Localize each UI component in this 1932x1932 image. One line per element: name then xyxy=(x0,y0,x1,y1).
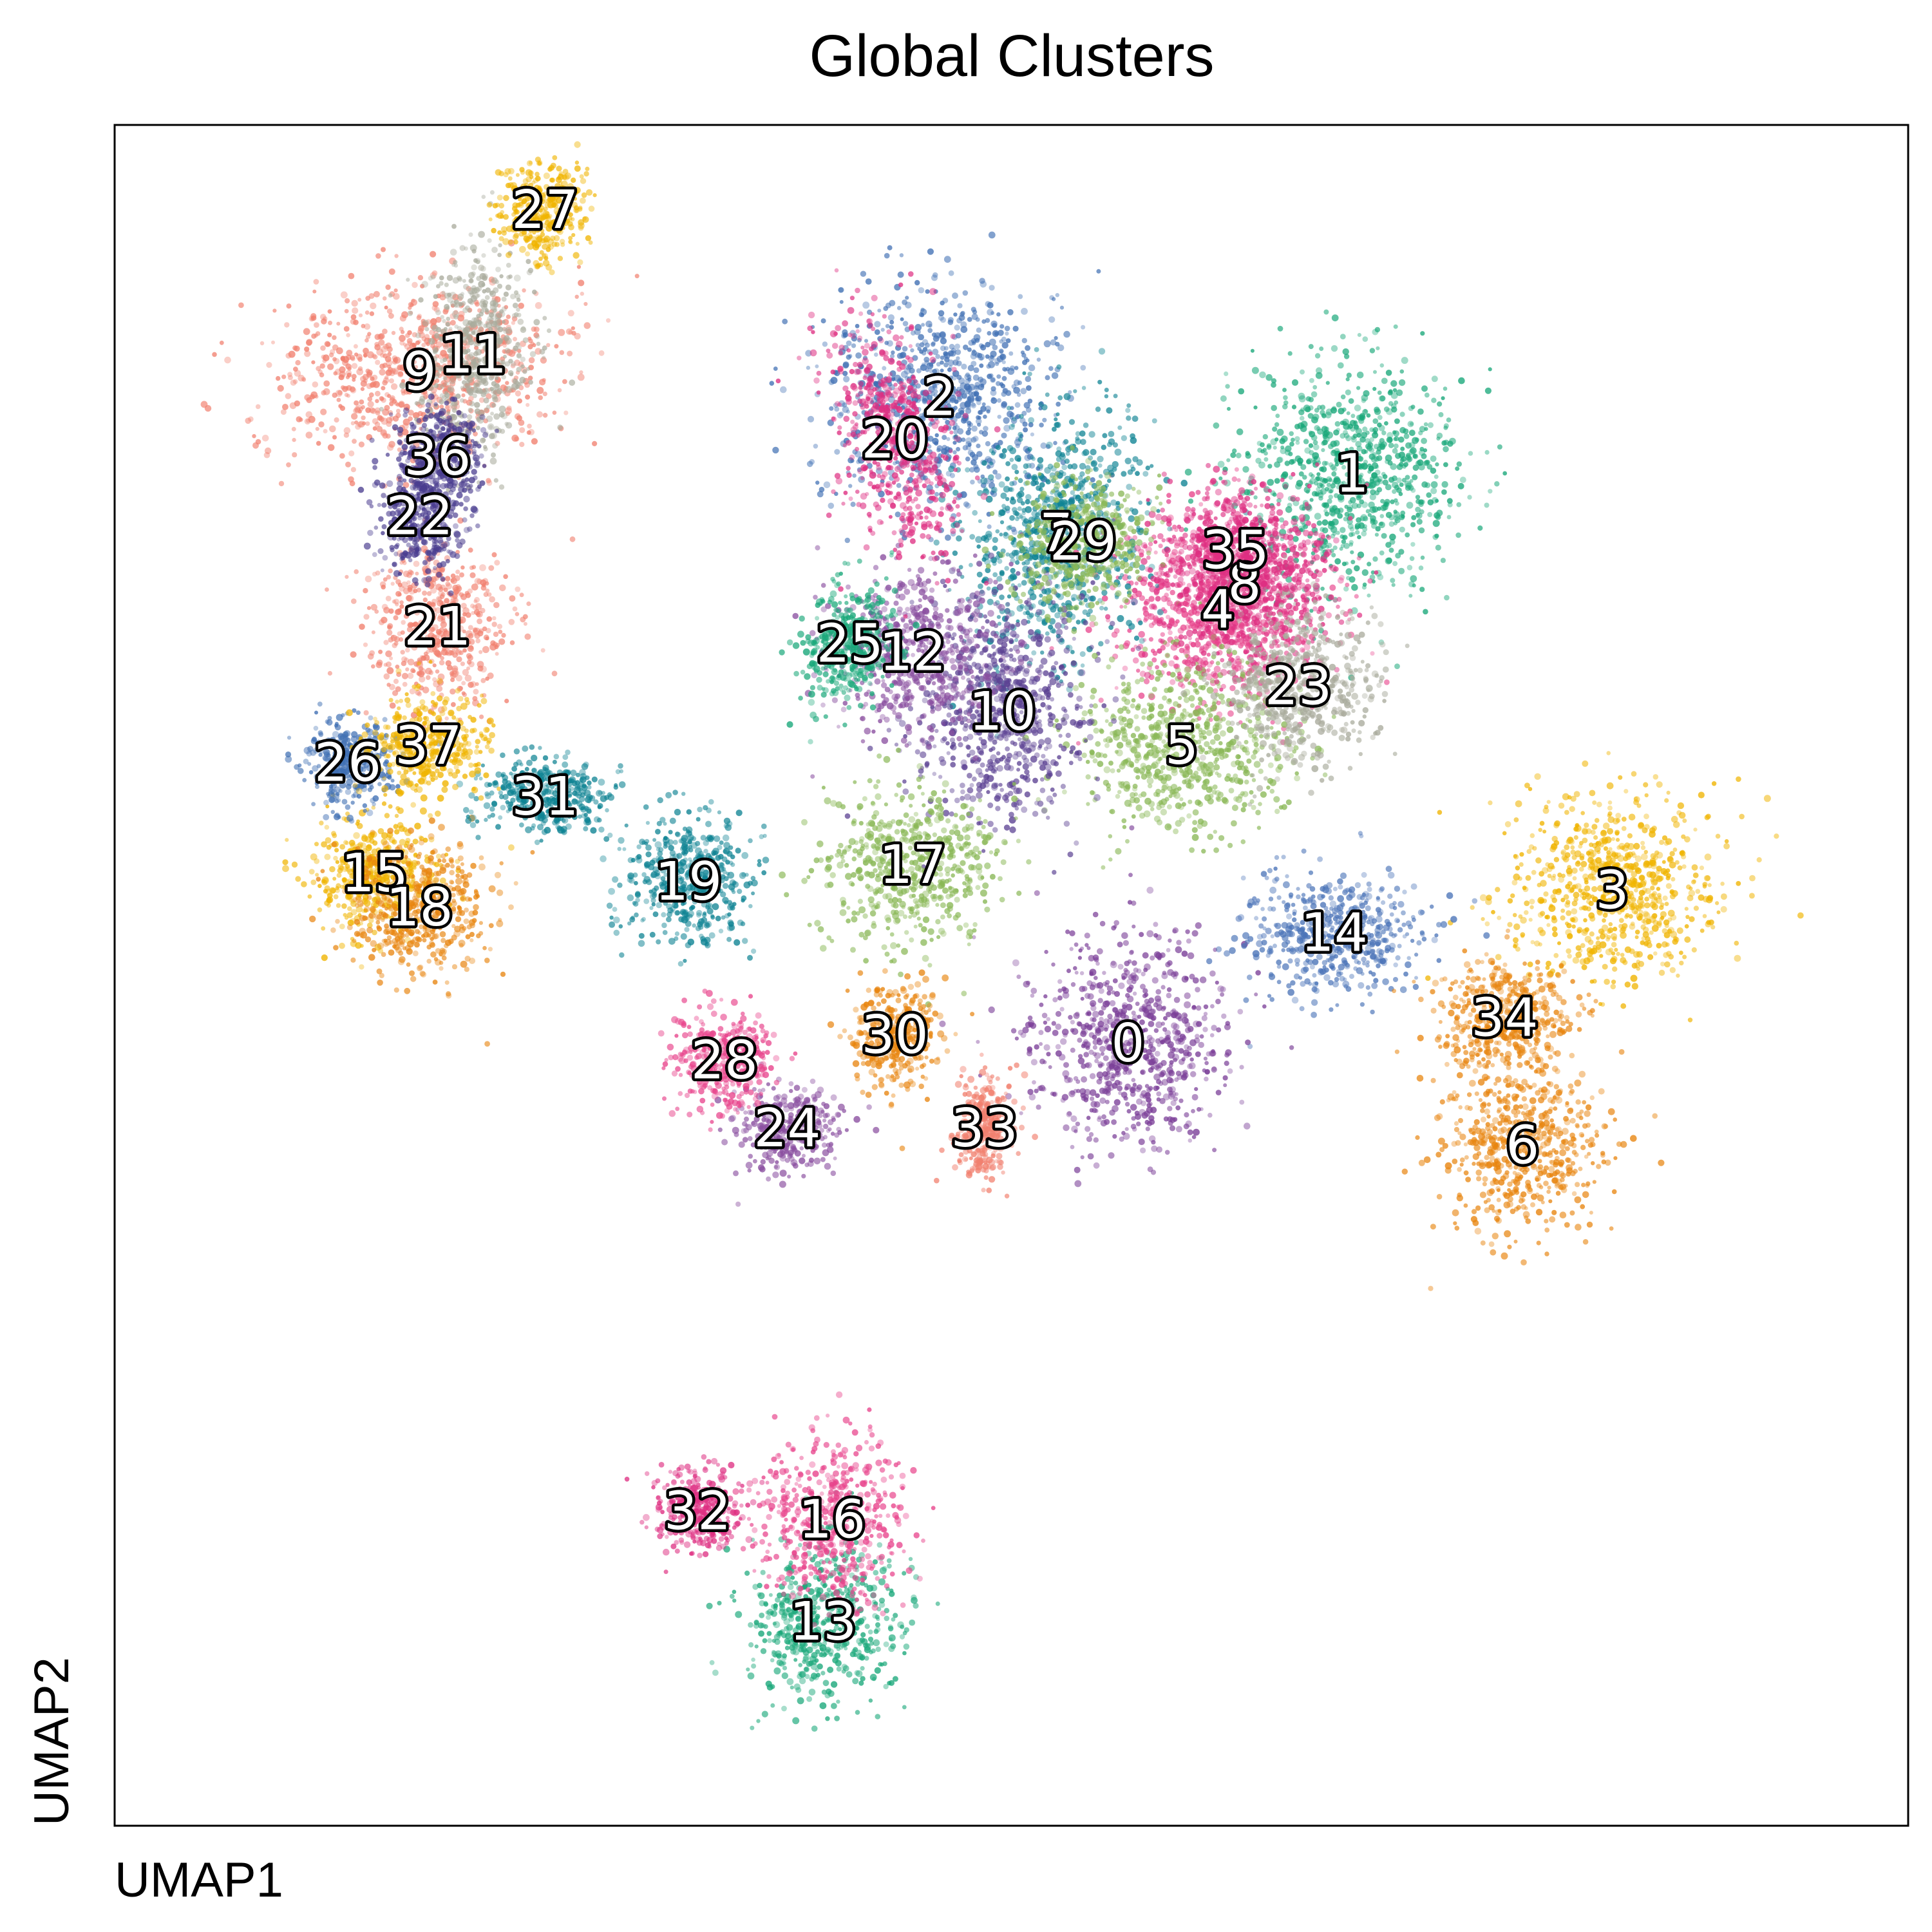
cluster-label-28: 28 xyxy=(691,1030,758,1092)
cluster-label-9: 9 xyxy=(402,341,436,402)
cluster-label-32: 32 xyxy=(664,1481,731,1542)
cluster-label-34: 34 xyxy=(1471,988,1538,1049)
cluster-label-12: 12 xyxy=(879,622,946,683)
cluster-label-22: 22 xyxy=(386,486,453,547)
cluster-label-21: 21 xyxy=(404,596,471,658)
cluster-label-25: 25 xyxy=(817,614,884,675)
cluster-label-26: 26 xyxy=(314,732,381,793)
x-axis-label: UMAP1 xyxy=(115,1853,283,1908)
cluster-label-14: 14 xyxy=(1301,903,1368,964)
cluster-label-13: 13 xyxy=(790,1591,857,1653)
cluster-label-16: 16 xyxy=(799,1490,866,1551)
cluster-label-6: 6 xyxy=(1506,1115,1539,1177)
cluster-label-17: 17 xyxy=(879,835,946,896)
chart-title: Global Clusters xyxy=(810,23,1215,89)
cluster-label-11: 11 xyxy=(440,325,507,386)
cluster-label-10: 10 xyxy=(969,681,1036,743)
cluster-label-20: 20 xyxy=(861,410,928,471)
cluster-label-35: 35 xyxy=(1202,520,1269,581)
cluster-label-33: 33 xyxy=(951,1098,1018,1159)
cluster-label-27: 27 xyxy=(511,180,578,241)
cluster-label-19: 19 xyxy=(655,851,722,913)
cluster-label-0: 0 xyxy=(1111,1013,1144,1074)
cluster-label-1: 1 xyxy=(1336,443,1369,504)
cluster-label-29: 29 xyxy=(1050,511,1117,573)
cluster-label-23: 23 xyxy=(1265,656,1332,717)
y-axis-label: UMAP2 xyxy=(24,1657,79,1826)
cluster-label-5: 5 xyxy=(1165,715,1198,777)
cluster-label-3: 3 xyxy=(1595,860,1629,922)
cluster-label-31: 31 xyxy=(511,766,578,828)
cluster-label-37: 37 xyxy=(395,715,462,777)
cluster-label-36: 36 xyxy=(404,426,471,488)
cluster-label-18: 18 xyxy=(386,877,453,938)
cluster-label-30: 30 xyxy=(861,1005,928,1066)
cluster-label-24: 24 xyxy=(753,1098,820,1159)
